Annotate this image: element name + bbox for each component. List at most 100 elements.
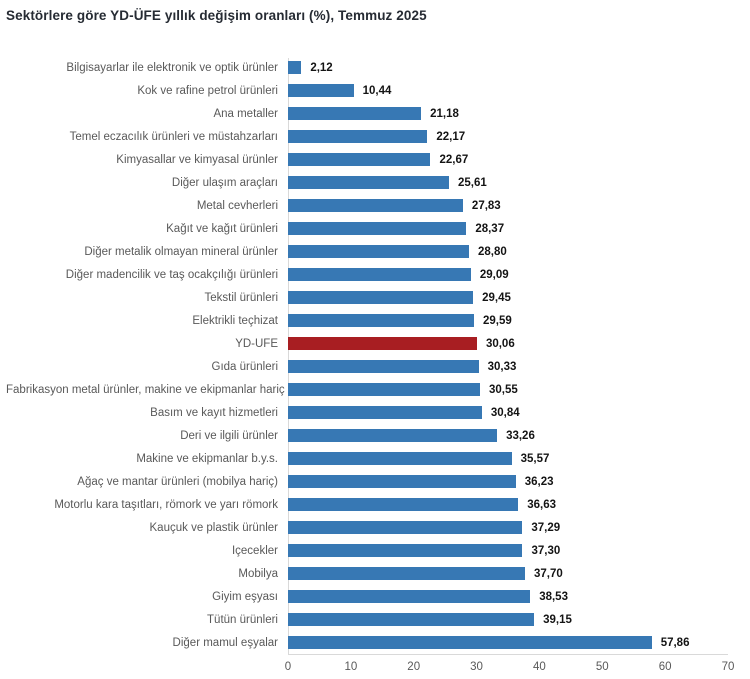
value-label: 37,29 — [531, 521, 561, 534]
bar-track: 30,33 — [288, 355, 728, 378]
bar — [288, 176, 449, 189]
value-label: 29,45 — [482, 291, 511, 304]
bar-track: 2,12 — [288, 56, 728, 79]
chart-row: Makine ve ekipmanlar b.y.s. 35,57 — [6, 447, 750, 470]
chart-row: Kimyasallar ve kimyasal ürünler 22,67 — [6, 148, 750, 171]
chart-row: Kauçuk ve plastik ürünler 37,29 — [6, 516, 750, 539]
bar — [288, 406, 482, 419]
bar — [288, 61, 302, 74]
value-label: 30,06 — [485, 337, 515, 350]
bar-track: 22,67 — [288, 148, 728, 171]
value-label: 22,17 — [436, 130, 466, 143]
bar-track: 37,70 — [288, 562, 728, 585]
value-label: 28,37 — [475, 222, 505, 235]
category-label: Makine ve ekipmanlar b.y.s. — [136, 452, 278, 465]
bar-track: 57,86 — [288, 631, 728, 654]
value-label: 37,30 — [531, 544, 561, 557]
bar — [288, 383, 481, 396]
category-label: Diğer ulaşım araçları — [171, 176, 278, 189]
chart-row: Motorlu kara taşıtları, römork ve yarı r… — [6, 493, 750, 516]
chart-row: Diğer madencilik ve taş ocakçılığı ürünl… — [6, 263, 750, 286]
bar — [288, 636, 652, 649]
bar — [288, 498, 519, 511]
chart-row: Temel eczacılık ürünleri ve müstahzarlar… — [6, 125, 750, 148]
chart-plot-area: Bilgisayarlar ile elektronik ve optik ür… — [6, 56, 750, 654]
chart-row: Fabrikasyon metal ürünler, makine ve eki… — [6, 378, 750, 401]
chart-row: Gıda ürünleri 30,33 — [6, 355, 750, 378]
value-label: 30,55 — [489, 383, 518, 396]
bar — [288, 429, 498, 442]
x-axis-tick-label: 40 — [533, 661, 546, 673]
chart-row: Diğer metalik olmayan mineral ürünler 28,… — [6, 240, 750, 263]
bar-track: 33,26 — [288, 424, 728, 447]
bar-chart: Bilgisayarlar ile elektronik ve optik ür… — [6, 56, 750, 679]
bar — [288, 452, 512, 465]
bar — [288, 153, 431, 166]
category-label: Gıda ürünleri — [211, 360, 278, 373]
category-label: Bilgisayarlar ile elektronik ve optik ür… — [66, 61, 278, 74]
bar-track: 36,63 — [288, 493, 728, 516]
value-label: 29,09 — [479, 268, 509, 281]
category-label: Tütün ürünleri — [207, 613, 278, 626]
bar-track: 30,55 — [288, 378, 728, 401]
x-axis-tick-label: 0 — [284, 661, 292, 673]
chart-row: Kağıt ve kağıt ürünleri 28,37 — [6, 217, 750, 240]
category-label: Kauçuk ve plastik ürünler — [149, 521, 278, 534]
bar-track: 29,45 — [288, 286, 728, 309]
value-label: 21,18 — [430, 107, 459, 120]
bar — [288, 245, 470, 258]
bar-track: 10,44 — [288, 79, 728, 102]
chart-row: İçecekler 37,30 — [6, 539, 750, 562]
category-label: Tekstil ürünleri — [204, 291, 279, 304]
category-label: Diğer metalik olmayan mineral ürünler — [84, 245, 278, 258]
value-label: 36,23 — [524, 475, 554, 488]
bar-track: 27,83 — [288, 194, 728, 217]
x-axis-tick-label: 70 — [721, 661, 735, 673]
value-label: 30,33 — [487, 360, 517, 373]
category-label: Motorlu kara taşıtları, römork ve yarı r… — [54, 498, 278, 511]
bar-track: 28,80 — [288, 240, 728, 263]
category-label: Kağıt ve kağıt ürünleri — [166, 222, 278, 235]
category-label: Deri ve ilgili ürünler — [180, 429, 278, 442]
value-label: 10,44 — [362, 84, 392, 97]
bar-track: 37,29 — [288, 516, 728, 539]
chart-row: Tütün ürünleri 39,15 — [6, 608, 750, 631]
category-label: Kok ve rafine petrol ürünleri — [137, 84, 278, 97]
value-label: 27,83 — [471, 199, 501, 212]
category-label: Kimyasallar ve kimyasal ürünler — [116, 153, 278, 166]
bar-track: 35,57 — [288, 447, 728, 470]
category-label: Basım ve kayıt hizmetleri — [150, 406, 278, 419]
category-label: Ana metaller — [213, 107, 278, 120]
bar-track: 36,23 — [288, 470, 728, 493]
value-label: 33,26 — [506, 429, 535, 442]
value-label: 25,61 — [457, 176, 487, 189]
chart-row: Diğer mamul eşyalar 57,86 — [6, 631, 750, 654]
bar-track: 29,09 — [288, 263, 728, 286]
chart-row: Kok ve rafine petrol ürünleri 10,44 — [6, 79, 750, 102]
category-label: Giyim eşyası — [212, 590, 278, 603]
category-label: Elektrikli teçhizat — [192, 314, 278, 327]
bar — [288, 544, 523, 557]
category-label: Temel eczacılık ürünleri ve müstahzarlar… — [69, 130, 278, 143]
chart-row: Elektrikli teçhizat 29,59 — [6, 309, 750, 332]
category-label: Diğer mamul eşyalar — [172, 636, 278, 649]
bar-track: 29,59 — [288, 309, 728, 332]
category-label: Diğer madencilik ve taş ocakçılığı ürünl… — [65, 268, 278, 281]
bar — [288, 199, 463, 212]
value-label: 29,59 — [482, 314, 512, 327]
value-label: 57,86 — [660, 636, 690, 649]
x-axis-tick-label: 20 — [407, 661, 421, 673]
x-axis: 0 10 20 30 40 50 60 70 — [284, 654, 734, 679]
category-label: Ağaç ve mantar ürünleri (mobilya hariç) — [77, 475, 278, 488]
value-label: 30,84 — [490, 406, 520, 419]
chart-row: Diğer ulaşım araçları 25,61 — [6, 171, 750, 194]
bar-track: 28,37 — [288, 217, 728, 240]
bar — [288, 521, 523, 534]
bar — [288, 107, 422, 120]
category-label: Metal cevherleri — [196, 199, 278, 212]
bar-track: 39,15 — [288, 608, 728, 631]
bar — [288, 613, 535, 626]
x-axis-tick-label: 30 — [470, 661, 483, 673]
chart-row: Ana metaller 21,18 — [6, 102, 750, 125]
